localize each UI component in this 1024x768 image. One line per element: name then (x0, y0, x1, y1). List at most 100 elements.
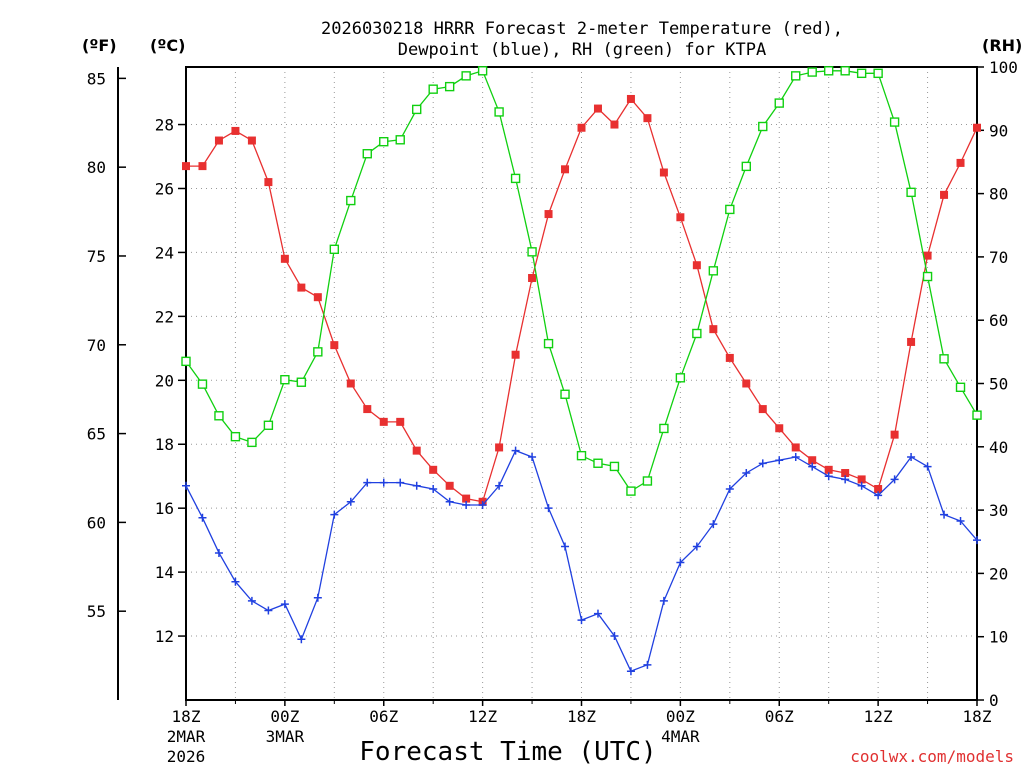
dewpoint-point (511, 446, 520, 455)
time-tick-label: 18Z (567, 707, 596, 726)
fahrenheit-tick-label: 60 (87, 513, 106, 532)
dewpoint-point (313, 593, 322, 602)
temperature-point (676, 213, 685, 222)
celsius-axis-ticks: 12 14 16 18 20 22 24 26 28 (155, 116, 186, 646)
temperature-point (280, 254, 289, 263)
rh-point (922, 271, 933, 282)
dewpoint-point (692, 542, 701, 551)
time-tick-label: 00Z (666, 707, 695, 726)
temperature-point (626, 94, 635, 103)
rh-tick-label: 40 (989, 438, 1008, 457)
temperature-point (709, 325, 718, 334)
temperature-point (973, 123, 981, 132)
dewpoint-point (495, 481, 504, 490)
dewpoint-point (874, 491, 883, 500)
time-tick-label: 12Z (468, 707, 497, 726)
rh-point (477, 66, 488, 76)
rh-line (185, 70, 978, 492)
temperature-point (857, 475, 866, 484)
temperature-point (297, 283, 306, 292)
temperature-point (396, 417, 405, 426)
temperature-point (313, 293, 322, 302)
rh-point (758, 121, 768, 132)
dewpoint-point (379, 478, 388, 487)
temperature-point (841, 469, 850, 478)
time-tick-label: 4MAR (661, 727, 700, 746)
temperature-point (247, 136, 256, 145)
rh-tick-label: 0 (989, 691, 999, 710)
temperature-point (610, 120, 619, 129)
temperature-point (890, 430, 899, 439)
fahrenheit-unit-label: (ºF) (82, 36, 117, 55)
dewpoint-point (626, 667, 635, 676)
temperature-point (198, 162, 207, 171)
dewpoint-point (659, 596, 668, 605)
temperature-point (445, 481, 454, 490)
time-tick-label: 2MAR (167, 727, 206, 746)
fahrenheit-tick-label: 55 (87, 602, 106, 621)
celsius-tick-label: 16 (155, 499, 174, 518)
temperature-point (429, 465, 438, 474)
temperature-point (643, 114, 652, 123)
rh-point (774, 98, 784, 108)
temperature-point (330, 341, 339, 350)
dewpoint-point (544, 504, 553, 513)
x-axis-label: Forecast Time (UTC) (359, 737, 656, 767)
dewpoint-point (264, 606, 273, 615)
fahrenheit-tick-label: 75 (87, 247, 106, 266)
rh-axis-ticks: 0 10 20 30 40 50 60 70 80 90 100 (977, 58, 1018, 710)
rh-point (791, 71, 801, 81)
temperature-point (692, 261, 701, 270)
dewpoint-point (824, 472, 833, 481)
temperature-point (379, 417, 388, 426)
rh-point (527, 247, 537, 257)
temperature-point (940, 190, 949, 199)
temperature-point (214, 136, 223, 145)
dewpoint-point (280, 600, 289, 609)
dewpoint-point (478, 500, 487, 509)
temperature-point (231, 126, 240, 135)
dewpoint-point (231, 577, 240, 586)
dewpoint-point (412, 481, 421, 490)
temperature-point (791, 443, 800, 452)
dewpoint-point (725, 485, 734, 493)
rh-tick-label: 70 (989, 248, 1008, 267)
time-tick-label: 18Z (172, 707, 201, 726)
rh-point (906, 187, 916, 198)
credit-link[interactable]: coolwx.com/models (850, 747, 1014, 766)
rh-point (412, 104, 422, 115)
rh-point (428, 84, 438, 94)
dewpoint-point (577, 616, 586, 625)
temperature-point (742, 379, 751, 388)
rh-point (807, 67, 817, 77)
dewpoint-point (363, 478, 372, 487)
dewpoint-point (247, 596, 256, 605)
rh-point (379, 136, 389, 147)
temperature-point (824, 465, 833, 474)
celsius-tick-label: 14 (155, 563, 174, 582)
temperature-point (264, 178, 273, 187)
axes (117, 66, 978, 701)
dewpoint-point (182, 481, 190, 490)
rh-point (214, 411, 224, 421)
rh-tick-label: 100 (989, 58, 1018, 77)
temperature-point (659, 168, 668, 177)
temperature-point (528, 274, 537, 282)
dewpoint-point (808, 462, 817, 471)
rh-point (955, 382, 966, 392)
rh-point (181, 356, 191, 367)
rh-point (741, 161, 751, 172)
dewpoint-point (676, 558, 685, 567)
temperature-point (874, 485, 883, 493)
rh-point (659, 423, 669, 434)
rh-point (230, 431, 241, 442)
temperature-point (544, 210, 553, 219)
rh-point (823, 66, 834, 76)
temperature-point (182, 162, 190, 171)
dewpoint-point (528, 453, 537, 462)
celsius-tick-label: 22 (155, 307, 174, 326)
dewpoint-point (396, 478, 405, 487)
temperature-point (561, 165, 570, 174)
rh-point (626, 486, 636, 496)
